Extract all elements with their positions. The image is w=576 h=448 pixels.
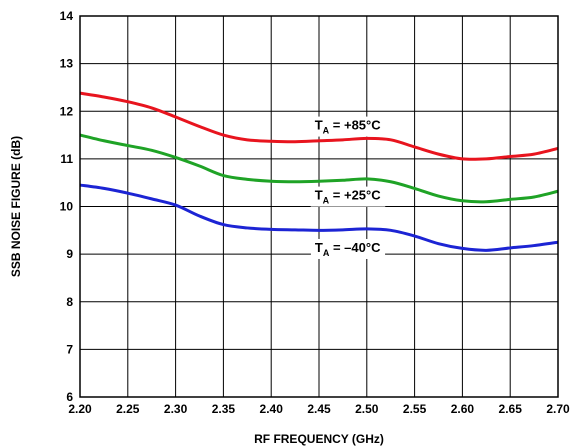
y-axis-title: SSB NOISE FIGURE (dB) [9,136,23,277]
x-tick-label: 2.50 [355,402,379,416]
series-line-1 [79,133,559,204]
x-tick-label: 2.65 [499,402,523,416]
series-lines [79,91,559,252]
label-main: T [315,188,323,203]
label-rest: = +25°C [329,188,381,203]
y-tick-label: 8 [66,295,73,309]
temperature-label-0: TA = +85°C [310,116,386,137]
series-line-0 [79,91,559,161]
y-tick-label: 13 [60,57,74,71]
y-tick-label: 12 [60,104,74,118]
label-main: T [315,118,323,133]
y-tick-label: 11 [60,152,73,166]
x-axis-title: RF FREQUENCY (GHz) [254,432,384,446]
y-tick-label: 9 [66,247,73,261]
x-tick-label: 2.25 [116,402,140,416]
label-main: T [315,240,323,255]
label-rest: = +85°C [329,118,381,133]
label-subscript: A [323,126,330,136]
label-background [310,116,386,137]
x-tick-label: 2.35 [212,402,236,416]
x-tick-label: 2.30 [164,402,188,416]
series-line-2 [79,183,559,252]
y-tick-label: 7 [66,342,73,356]
y-tick-label: 6 [66,390,73,404]
label-subscript: A [323,248,330,258]
label-background [310,238,386,259]
temperature-label-text: TA = +85°C [315,118,382,136]
x-tick-label: 2.70 [546,402,570,416]
temperature-label-2: TA = –40°C [310,238,386,259]
temperature-label-text: TA = +25°C [315,188,382,206]
label-background [310,186,386,207]
x-tick-label: 2.45 [307,402,331,416]
plot-frame [79,15,559,398]
x-tick-label: 2.20 [68,402,92,416]
y-tick-labels: 6 7 8 9 10 11 12 13 14 [60,9,74,404]
y-tick-label: 14 [60,9,74,23]
annotations: TA = +85°CTA = +25°CTA = –40°C [310,116,386,259]
temperature-label-1: TA = +25°C [310,186,386,207]
x-tick-label: 2.55 [403,402,427,416]
label-subscript: A [323,196,330,206]
x-tick-labels: 2.20 2.25 2.30 2.35 2.40 2.45 2.50 2.55 2.60 2.65… [68,402,570,416]
temperature-label-text: TA = –40°C [315,240,381,258]
x-tick-label: 2.40 [260,402,284,416]
label-rest: = –40°C [329,240,381,255]
y-tick-label: 10 [60,200,74,214]
x-tick-label: 2.60 [451,402,475,416]
